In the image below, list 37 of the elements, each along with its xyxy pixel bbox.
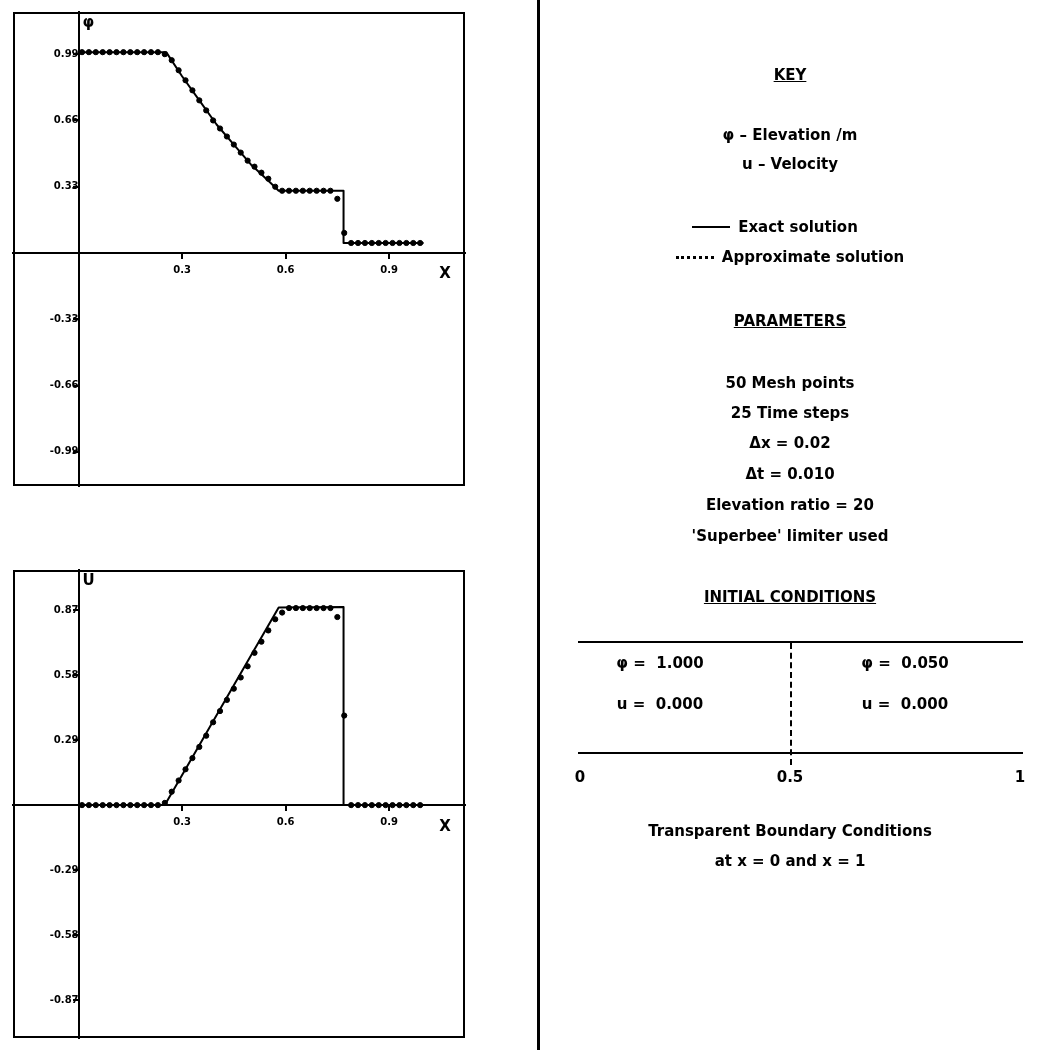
text: u = 0.000 [861, 695, 949, 713]
text: 1 [1014, 768, 1026, 786]
x-axis-title: X [439, 264, 452, 283]
legend-label: Exact solution [738, 218, 858, 236]
x-tick-label: 0.3 [173, 815, 191, 827]
y-tick-label: 0.87 [53, 603, 79, 615]
text: Δt = 0.010 [745, 465, 835, 483]
text: PARAMETERS [733, 312, 847, 330]
x-tick-label: 0.9 [380, 263, 398, 275]
x-axis-title: X [439, 816, 452, 835]
x-tick-label: 0.6 [276, 815, 295, 827]
text: 0.5 [776, 768, 804, 786]
text: Transparent Boundary Conditions [648, 822, 932, 840]
y-tick-label: -0.99 [49, 445, 79, 457]
text: 50 Mesh points [725, 374, 855, 392]
text: 25 Time steps [730, 404, 850, 422]
x-tick-label: 0.3 [173, 263, 191, 275]
text: φ = 0.050 [861, 654, 949, 672]
y-tick-label: -0.33 [49, 312, 79, 324]
y-axis-title: φ [82, 13, 95, 32]
text: 'Superbee' limiter used [691, 527, 889, 545]
text: φ – Elevation /m [722, 126, 858, 144]
legend-label: Approximate solution [721, 248, 905, 266]
text: φ = 1.000 [616, 654, 704, 672]
text: KEY [773, 66, 807, 84]
x-tick-label: 0.6 [276, 263, 295, 275]
text: Elevation ratio = 20 [705, 496, 874, 514]
text: INITIAL CONDITIONS [703, 588, 877, 606]
text: 0 [574, 768, 586, 786]
y-tick-label: 0.33 [53, 180, 79, 192]
y-axis-title: U [82, 571, 95, 590]
text: at x = 0 and x = 1 [714, 852, 866, 870]
y-tick-label: -0.87 [49, 993, 79, 1005]
text: u = 0.000 [616, 695, 704, 713]
x-tick-label: 0.9 [380, 815, 398, 827]
text: u – Velocity [741, 155, 838, 173]
text: Δx = 0.02 [749, 434, 831, 452]
